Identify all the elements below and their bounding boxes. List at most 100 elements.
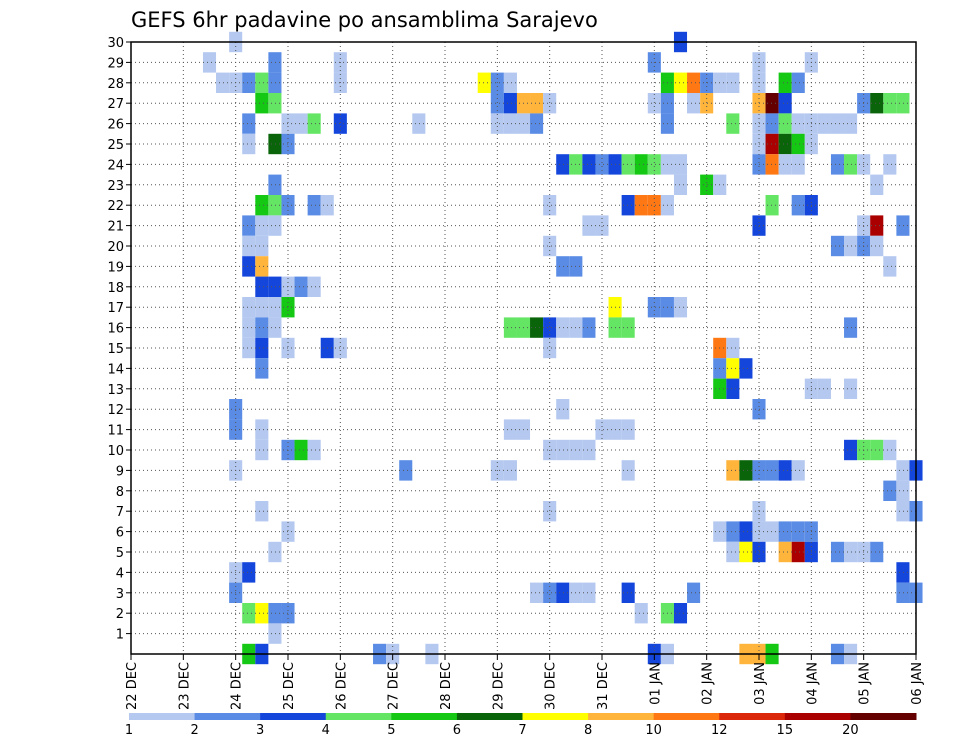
heatmap-cell xyxy=(700,174,714,195)
y-tick-label: 20 xyxy=(107,240,124,255)
heatmap-cell xyxy=(830,235,845,257)
legend-swatch xyxy=(522,713,589,720)
heatmap-cell xyxy=(242,72,256,93)
heatmap-cell xyxy=(503,460,517,481)
legend-label: 6 xyxy=(453,723,461,738)
x-tick-label: 01 JAN xyxy=(648,662,663,705)
y-tick-label: 5 xyxy=(116,546,124,561)
heatmap-cell xyxy=(543,501,557,522)
heatmap-cell xyxy=(896,480,910,501)
heatmap-cell xyxy=(595,154,609,175)
heatmap-cell xyxy=(844,235,858,257)
heatmap-cell xyxy=(830,113,845,134)
heatmap-cells xyxy=(202,31,923,665)
heatmap-cell xyxy=(490,93,504,114)
heatmap-cell xyxy=(687,582,701,603)
heatmap-cell xyxy=(556,256,570,277)
heatmap-cell xyxy=(268,276,282,297)
color-legend: 1 2 3 4 5 6 7 8 10 12 15 20 xyxy=(125,713,917,738)
y-tick-label: 3 xyxy=(116,587,124,602)
heatmap-cell xyxy=(543,93,557,114)
heatmap-cell xyxy=(844,439,858,461)
y-tick-label: 8 xyxy=(116,485,124,500)
heatmap-cell xyxy=(543,337,557,359)
heatmap-cell xyxy=(830,154,845,175)
y-tick-label: 2 xyxy=(116,607,124,622)
heatmap-cell xyxy=(844,154,858,175)
heatmap-cell xyxy=(255,317,269,338)
heatmap-cell xyxy=(739,460,753,481)
heatmap-cell xyxy=(242,337,256,359)
heatmap-cell xyxy=(765,460,779,481)
heatmap-cell xyxy=(870,235,884,257)
y-tick-label: 18 xyxy=(107,281,124,296)
heatmap-cell xyxy=(726,541,740,563)
y-tick-label: 1 xyxy=(116,628,124,643)
y-tick-label: 17 xyxy=(107,301,124,316)
heatmap-cell xyxy=(268,52,282,73)
heatmap-cell xyxy=(817,378,831,399)
y-tick-label: 16 xyxy=(107,322,124,337)
heatmap-cell xyxy=(242,603,256,624)
heatmap-cell xyxy=(739,358,753,379)
heatmap-cell xyxy=(673,72,688,93)
legend-swatch xyxy=(194,713,261,720)
heatmap-cell xyxy=(844,541,858,563)
heatmap-cell xyxy=(255,215,269,236)
legend-label: 8 xyxy=(584,723,592,738)
heatmap-cell xyxy=(778,154,792,175)
heatmap-cell xyxy=(582,582,596,603)
heatmap-cell xyxy=(477,72,491,93)
heatmap-cell xyxy=(268,623,282,644)
heatmap-cell xyxy=(242,297,256,318)
heatmap-cell xyxy=(621,419,635,440)
heatmap-cell xyxy=(687,72,701,93)
heatmap-cell xyxy=(530,113,544,134)
y-tick-label: 6 xyxy=(116,526,124,541)
heatmap-cell xyxy=(582,317,596,338)
heatmap-cell xyxy=(530,317,544,338)
heatmap-cell xyxy=(268,93,282,114)
y-tick-label: 11 xyxy=(107,424,124,439)
heatmap-cell xyxy=(543,195,557,216)
heatmap-cell xyxy=(333,113,347,134)
heatmap-cell xyxy=(726,113,740,134)
heatmap-cell xyxy=(543,317,557,338)
heatmap-cell xyxy=(242,317,256,338)
heatmap-cell xyxy=(765,93,779,114)
heatmap-cell xyxy=(726,460,740,481)
heatmap-cell xyxy=(621,195,635,216)
y-tick-label: 30 xyxy=(107,36,124,51)
heatmap-cell xyxy=(778,541,792,563)
heatmap-cell xyxy=(307,439,321,461)
legend-label: 7 xyxy=(518,723,526,738)
heatmap-cell xyxy=(268,317,282,338)
heatmap-cell xyxy=(726,378,740,399)
y-tick-label: 27 xyxy=(107,97,124,112)
y-tick-label: 10 xyxy=(107,444,124,459)
heatmap-cell xyxy=(242,256,256,277)
y-tick-label: 12 xyxy=(107,403,124,418)
heatmap-cell xyxy=(673,174,688,195)
heatmap-cell xyxy=(870,215,884,236)
heatmap-cell xyxy=(765,113,779,134)
heatmap-cell xyxy=(621,154,635,175)
heatmap-cell xyxy=(595,215,609,236)
heatmap-cell xyxy=(530,93,544,114)
heatmap-cell xyxy=(503,93,517,114)
heatmap-cell xyxy=(268,174,282,195)
heatmap-cell xyxy=(268,133,282,155)
heatmap-cell xyxy=(726,72,740,93)
heatmap-cell xyxy=(490,113,504,134)
heatmap-cell xyxy=(883,256,897,277)
legend-swatch xyxy=(653,713,720,720)
heatmap-cell xyxy=(883,93,897,114)
heatmap-cell xyxy=(673,154,688,175)
legend-label: 2 xyxy=(190,723,198,738)
heatmap-cell xyxy=(791,460,805,481)
heatmap-cell xyxy=(883,480,897,501)
heatmap-cell xyxy=(817,113,831,134)
heatmap-cell xyxy=(765,195,779,216)
heatmap-cell xyxy=(268,215,282,236)
